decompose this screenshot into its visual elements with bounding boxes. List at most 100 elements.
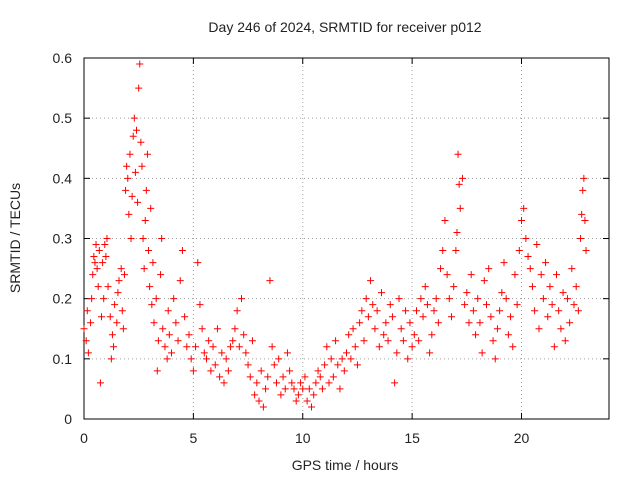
data-point	[99, 259, 107, 267]
data-point	[402, 307, 410, 315]
data-point	[437, 265, 445, 273]
y-axis-label: SRMTID / TECUs	[7, 183, 23, 293]
data-point	[574, 307, 582, 315]
data-point	[123, 162, 131, 170]
data-point	[568, 265, 576, 273]
data-point	[181, 313, 189, 321]
data-point	[172, 319, 180, 327]
data-point	[168, 349, 175, 357]
data-point	[397, 325, 405, 333]
data-point	[371, 325, 379, 333]
data-point	[277, 391, 285, 399]
data-point	[347, 355, 355, 363]
data-point	[141, 216, 149, 224]
data-point	[417, 295, 425, 303]
data-point	[292, 397, 300, 405]
data-point	[461, 301, 469, 309]
data-point	[176, 277, 184, 285]
data-point	[561, 337, 569, 345]
data-point	[297, 379, 305, 387]
data-point	[131, 168, 139, 176]
data-point	[165, 331, 173, 339]
data-point	[434, 319, 442, 327]
data-point	[360, 337, 368, 345]
data-point	[310, 391, 318, 399]
data-point	[113, 319, 121, 327]
data-point	[323, 343, 331, 351]
data-point	[578, 210, 586, 218]
data-point	[493, 325, 501, 333]
data-point	[142, 186, 150, 194]
data-point	[198, 325, 206, 333]
data-point	[382, 319, 390, 327]
data-point	[358, 307, 366, 315]
data-point	[472, 331, 480, 339]
data-point	[88, 295, 96, 303]
data-point	[122, 186, 130, 194]
data-point	[544, 313, 552, 321]
data-point	[299, 385, 307, 393]
data-point	[550, 343, 558, 351]
data-point	[164, 307, 172, 315]
data-point	[126, 150, 134, 158]
data-point	[150, 319, 158, 327]
data-point	[242, 349, 250, 357]
data-point	[89, 271, 97, 279]
data-point	[163, 355, 171, 363]
y-tick-label: 0.6	[53, 50, 73, 66]
data-point	[557, 325, 565, 333]
data-point	[455, 180, 463, 188]
data-point	[553, 271, 560, 279]
data-point	[266, 277, 274, 285]
data-point	[511, 271, 519, 279]
data-point	[108, 331, 116, 339]
data-point	[577, 235, 585, 242]
data-point	[456, 204, 464, 212]
data-point	[520, 204, 528, 212]
data-point	[531, 307, 539, 315]
x-axis-label: GPS time / hours	[292, 457, 399, 473]
data-point	[367, 277, 375, 285]
y-tick-label: 0.5	[53, 110, 73, 126]
data-point	[496, 307, 504, 315]
data-point	[134, 198, 142, 206]
data-point	[128, 192, 136, 200]
data-point	[349, 325, 357, 333]
data-point	[159, 325, 167, 333]
data-point	[384, 337, 392, 345]
data-point	[133, 126, 140, 134]
data-point	[152, 295, 160, 303]
data-point	[153, 367, 161, 375]
data-point	[135, 84, 143, 92]
data-point	[570, 301, 578, 309]
data-point	[273, 379, 280, 387]
x-tick-label: 20	[514, 430, 530, 446]
data-point	[203, 355, 210, 363]
y-axis: 0 0.1 0.2 0.3 0.4 0.5 0.6	[53, 50, 609, 427]
data-point	[96, 379, 104, 387]
data-point	[408, 343, 416, 351]
y-tick-label: 0.2	[53, 291, 73, 307]
data-point	[415, 337, 423, 345]
data-point	[458, 174, 466, 182]
data-point	[146, 283, 154, 291]
data-point	[439, 247, 447, 255]
data-point	[332, 337, 340, 345]
data-point	[187, 355, 195, 363]
data-point	[362, 295, 370, 303]
data-point	[318, 385, 326, 393]
data-point	[251, 391, 259, 399]
data-point	[183, 343, 191, 351]
data-point	[524, 253, 532, 261]
data-point	[445, 295, 453, 303]
data-point	[145, 247, 153, 255]
data-point	[301, 373, 309, 381]
data-point	[423, 301, 431, 309]
data-point	[82, 337, 90, 345]
data-point	[509, 343, 517, 351]
data-point	[327, 355, 335, 363]
chart-title: Day 246 of 2024, SRMTID for receiver p01…	[208, 19, 481, 35]
data-point	[351, 343, 359, 351]
data-point	[518, 216, 525, 224]
data-point	[104, 283, 112, 291]
